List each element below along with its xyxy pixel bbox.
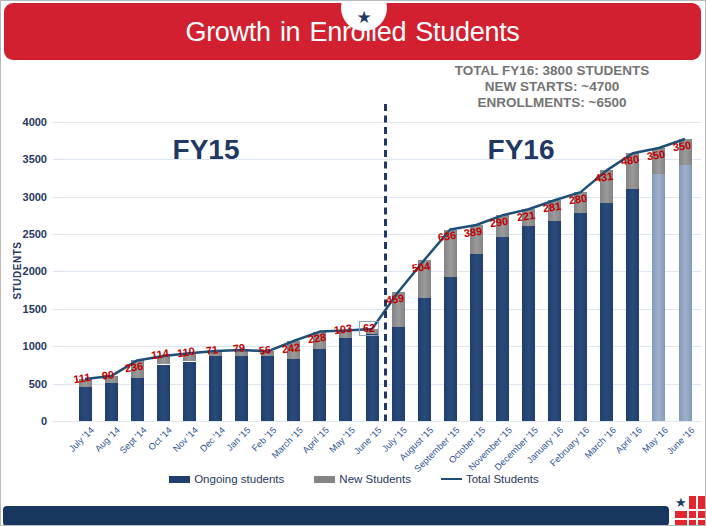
x-tick-label: Nov '14	[171, 425, 200, 454]
y-tick-label: 2500	[7, 228, 47, 240]
logo-square	[698, 511, 705, 518]
legend-label: New Students	[339, 473, 411, 485]
chart-legend: Ongoing students New Students Total Studen…	[1, 473, 706, 485]
bar-ongoing-students	[392, 327, 405, 421]
summary-line-2: NEW STARTS: ~4700	[427, 79, 677, 95]
logo-square	[698, 496, 705, 509]
fy16-label: FY16	[471, 134, 571, 166]
x-tick-label: June '15	[352, 425, 383, 456]
legend-label: Ongoing students	[194, 473, 284, 485]
bar-ongoing-students	[418, 298, 431, 421]
bar-ongoing-students	[183, 362, 196, 422]
x-tick-label: Oct '14	[147, 425, 174, 452]
legend-swatch-bar	[314, 476, 335, 483]
bar-ongoing-students	[600, 203, 613, 421]
logo-square	[675, 511, 687, 518]
legend-label: Total Students	[466, 473, 539, 485]
y-tick-label: 1500	[7, 303, 47, 315]
x-tick-label: July '14	[67, 425, 96, 454]
legend-swatch-line	[441, 478, 462, 481]
bar-ongoing-students	[652, 174, 665, 421]
bar-ongoing-students	[626, 189, 639, 421]
bar-ongoing-students	[105, 383, 118, 421]
bar-ongoing-students	[548, 221, 561, 421]
fy15-label: FY15	[156, 134, 256, 166]
logo-star-icon: ★	[675, 496, 687, 509]
bar-ongoing-students	[496, 237, 509, 421]
bar-ongoing-students	[287, 359, 300, 421]
bar-ongoing-students	[79, 387, 92, 421]
summary-line-3: ENROLLMENTS: ~6500	[427, 95, 677, 111]
legend-item: Ongoing students	[169, 473, 284, 485]
x-tick-label: June '16	[665, 425, 696, 456]
bar-ongoing-students	[574, 213, 587, 421]
bar-ongoing-students	[313, 349, 326, 421]
summary-line-1: TOTAL FY16: 3800 STUDENTS	[427, 63, 677, 79]
bar-ongoing-students	[522, 226, 535, 421]
gridline	[53, 421, 701, 422]
bar-ongoing-students	[209, 356, 222, 421]
logo-square	[698, 520, 705, 526]
legend-item: Total Students	[441, 473, 539, 485]
bar-ongoing-students	[444, 277, 457, 421]
bar-ongoing-students	[261, 356, 274, 421]
bar-ongoing-students	[679, 165, 692, 421]
footer-bar	[3, 506, 669, 526]
logo-square	[689, 520, 696, 526]
legend-swatch-bar	[169, 476, 190, 483]
bar-ongoing-students	[131, 378, 144, 421]
summary-info: TOTAL FY16: 3800 STUDENTS NEW STARTS: ~4…	[427, 63, 677, 111]
slide: Growth in Enrolled Students ★ TOTAL FY16…	[0, 0, 706, 526]
bar-ongoing-students	[470, 254, 483, 421]
logo-square	[689, 496, 696, 509]
y-tick-label: 4000	[7, 116, 47, 128]
x-tick-label: Dec '14	[198, 425, 227, 454]
x-tick-label: April '15	[301, 425, 331, 455]
bar-ongoing-students	[339, 338, 352, 421]
bar-ongoing-students	[235, 356, 248, 421]
y-tick-label: 1000	[7, 340, 47, 352]
star-icon: ★	[356, 9, 371, 31]
data-label-new-students: 62	[334, 322, 404, 334]
x-tick-label: Sept '14	[118, 425, 149, 456]
y-tick-label: 500	[7, 378, 47, 390]
y-axis-title: STUDENTS	[12, 241, 23, 301]
y-tick-label: 0	[7, 415, 47, 427]
y-tick-label: 3500	[7, 153, 47, 165]
logo-square	[675, 520, 687, 526]
logo-square	[689, 511, 696, 518]
gridline	[53, 122, 701, 123]
bar-ongoing-students	[366, 334, 379, 421]
y-tick-label: 3000	[7, 191, 47, 203]
x-tick-label: Jan '15	[225, 425, 253, 453]
legend-item: New Students	[314, 473, 411, 485]
bar-ongoing-students	[157, 365, 170, 422]
logo: ★	[675, 496, 705, 526]
x-tick-label: April '16	[614, 425, 644, 455]
